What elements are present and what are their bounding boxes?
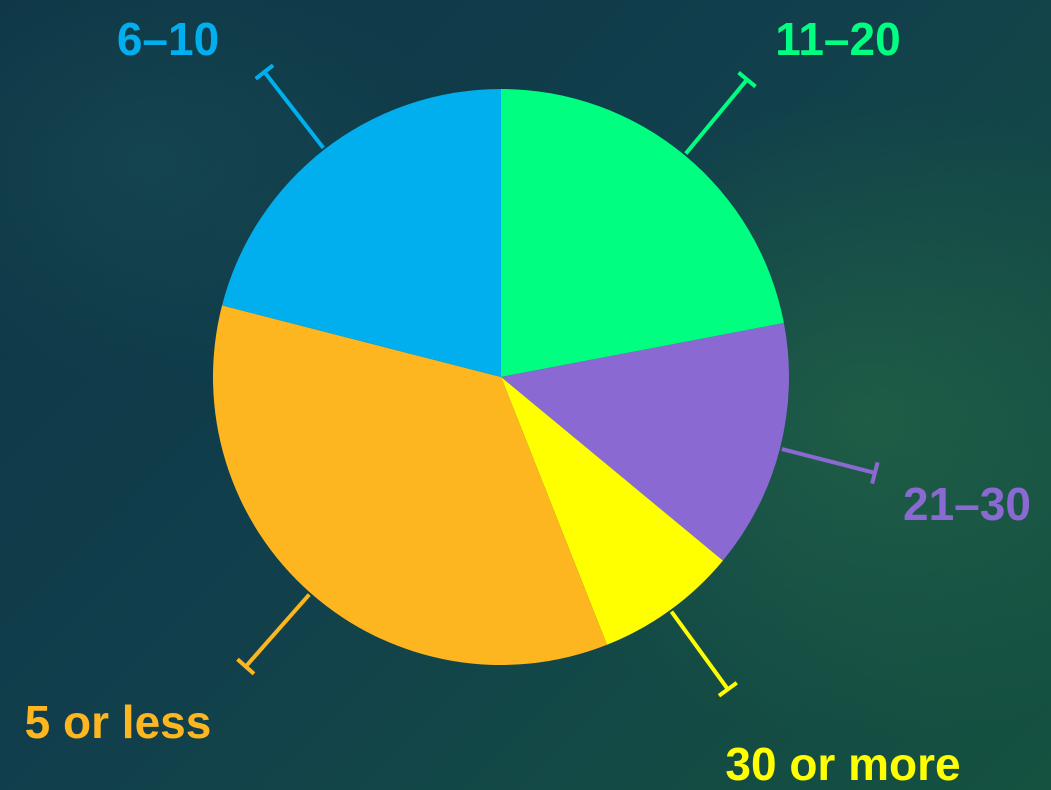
slice-labels: 11–20 21–30 30 or more 5 or less 6–10 xyxy=(25,13,1031,790)
pie-slice-5-or-less xyxy=(212,305,608,665)
pie-slice-6-10 xyxy=(222,89,502,377)
pie-slices xyxy=(212,89,790,665)
pie-slice-30-or-more xyxy=(501,377,723,645)
leader-line-5-or-less xyxy=(236,593,311,676)
slice-label-5-or-less: 5 or less xyxy=(25,696,212,748)
pie-slice-11-20 xyxy=(501,89,784,377)
slice-label-30-or-more: 30 or more xyxy=(725,738,960,790)
slice-label-11-20: 11–20 xyxy=(775,13,900,65)
leader-line-21-30 xyxy=(781,447,880,485)
slice-label-21-30: 21–30 xyxy=(903,478,1031,530)
label-leader-lines xyxy=(236,63,880,698)
leader-line-6-10 xyxy=(254,63,325,150)
pie-slice-21-30 xyxy=(501,323,790,561)
leader-line-11-20 xyxy=(684,71,757,155)
slice-label-6-10: 6–10 xyxy=(117,13,219,65)
leader-line-30-or-more xyxy=(669,610,738,698)
